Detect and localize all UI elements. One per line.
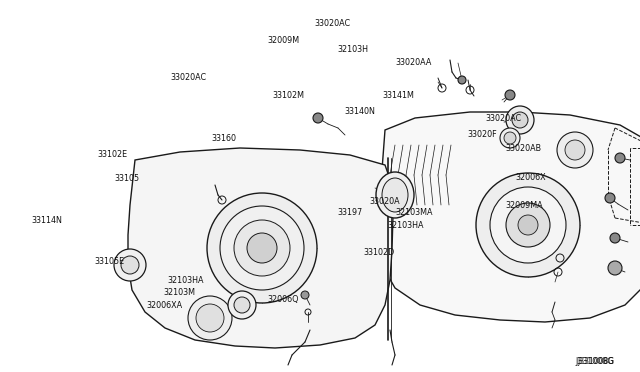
Circle shape [313, 113, 323, 123]
Text: J331008G: J331008G [577, 357, 614, 366]
Text: 33102M: 33102M [272, 92, 304, 100]
Text: 33102D: 33102D [364, 248, 395, 257]
Ellipse shape [382, 178, 408, 212]
Circle shape [234, 297, 250, 313]
Circle shape [220, 206, 304, 290]
Text: 33020A: 33020A [370, 197, 401, 206]
Text: 33105E: 33105E [95, 257, 125, 266]
Text: 33020AB: 33020AB [506, 144, 541, 153]
Text: 33197: 33197 [338, 208, 363, 217]
Text: 32009M: 32009M [268, 36, 300, 45]
Circle shape [506, 203, 550, 247]
Circle shape [610, 233, 620, 243]
Text: 33140N: 33140N [344, 107, 375, 116]
Circle shape [605, 193, 615, 203]
Circle shape [505, 90, 515, 100]
Circle shape [207, 193, 317, 303]
Text: 33020AC: 33020AC [485, 114, 521, 123]
Text: 32103HA: 32103HA [167, 276, 204, 285]
Circle shape [500, 128, 520, 148]
Text: 33020AC: 33020AC [170, 73, 206, 82]
Circle shape [512, 112, 528, 128]
PathPatch shape [128, 148, 393, 348]
Circle shape [565, 140, 585, 160]
Circle shape [301, 291, 309, 299]
Circle shape [196, 304, 224, 332]
Circle shape [114, 249, 146, 281]
Circle shape [518, 215, 538, 235]
Circle shape [234, 220, 290, 276]
Circle shape [121, 256, 139, 274]
Text: J331008G: J331008G [576, 357, 614, 366]
Text: 32103HA: 32103HA [387, 221, 424, 230]
Circle shape [490, 187, 566, 263]
Circle shape [228, 291, 256, 319]
Text: 32006XA: 32006XA [147, 301, 182, 310]
Text: 33102E: 33102E [98, 150, 128, 159]
Circle shape [188, 296, 232, 340]
Circle shape [506, 106, 534, 134]
Circle shape [476, 173, 580, 277]
Text: 33020AC: 33020AC [315, 19, 351, 28]
Text: 32103H: 32103H [338, 45, 369, 54]
Text: 33105: 33105 [115, 174, 140, 183]
Text: 33114N: 33114N [32, 216, 63, 225]
Text: 33141M: 33141M [383, 92, 415, 100]
PathPatch shape [378, 112, 640, 322]
Text: 32006Q: 32006Q [268, 295, 299, 304]
Circle shape [608, 261, 622, 275]
Text: 32006X: 32006X [515, 173, 546, 182]
Ellipse shape [376, 172, 414, 218]
Circle shape [504, 132, 516, 144]
Text: 33020AA: 33020AA [396, 58, 432, 67]
Circle shape [458, 76, 466, 84]
Circle shape [247, 233, 277, 263]
Text: 33020F: 33020F [467, 130, 497, 139]
Text: 32103M: 32103M [163, 288, 195, 296]
Text: 32103MA: 32103MA [396, 208, 433, 217]
Text: 33160: 33160 [212, 134, 237, 143]
Text: 32009MA: 32009MA [506, 201, 543, 210]
Circle shape [557, 132, 593, 168]
Circle shape [615, 153, 625, 163]
